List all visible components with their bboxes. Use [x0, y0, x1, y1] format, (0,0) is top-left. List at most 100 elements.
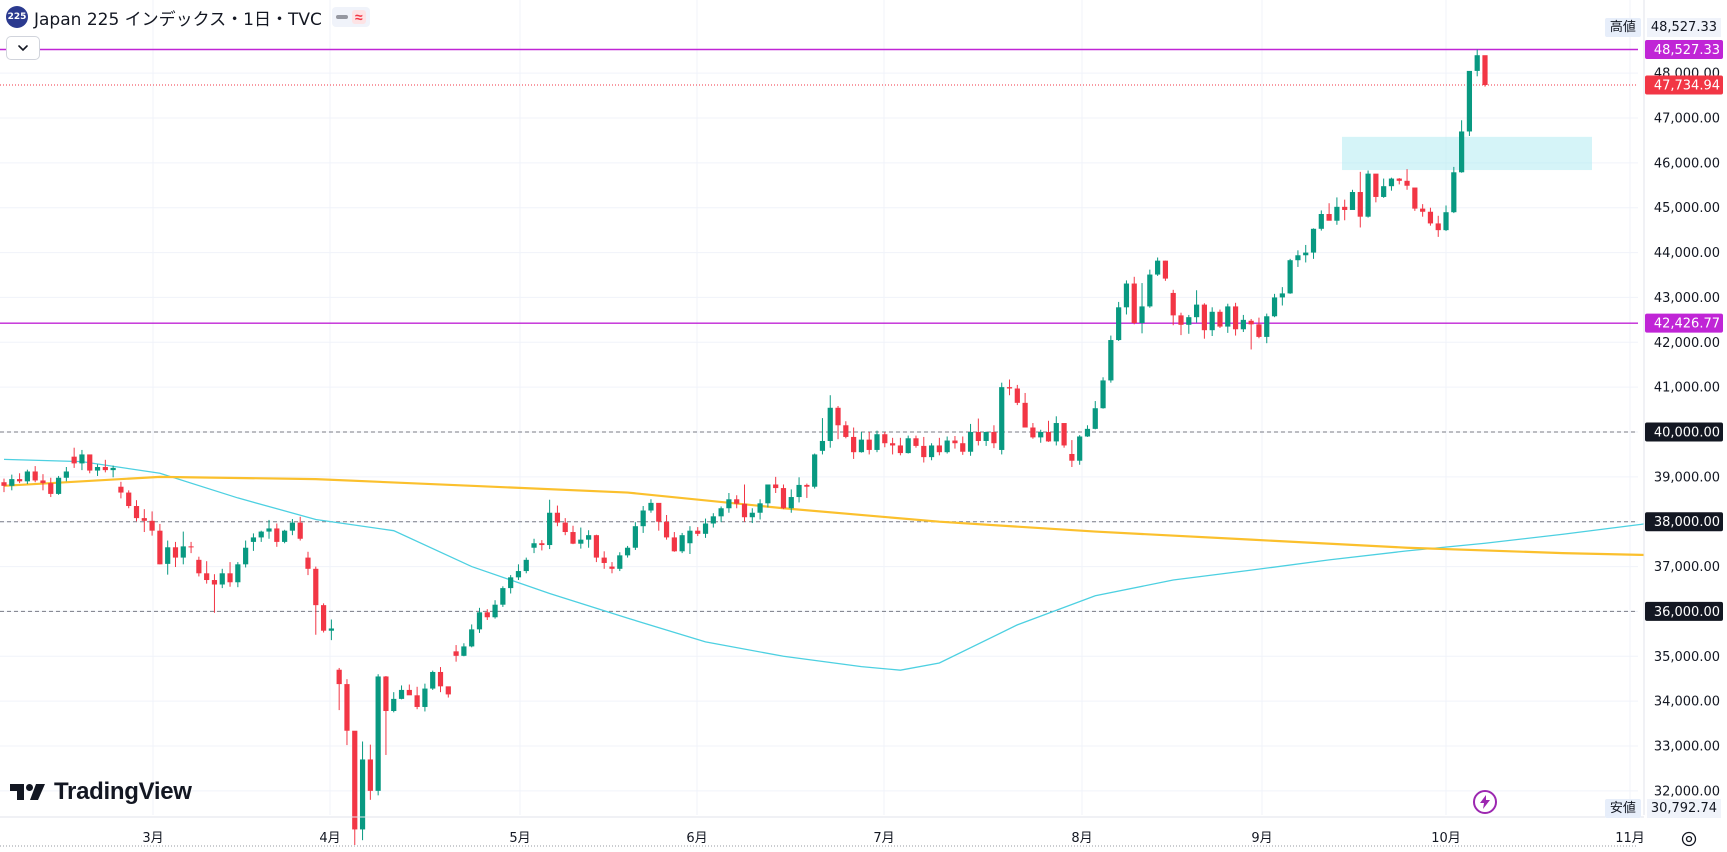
collapse-legend-button[interactable] [6, 36, 40, 60]
candle-body [196, 559, 202, 574]
price-tick-label: 39,000.00 [1654, 470, 1720, 485]
candle-body [102, 466, 108, 471]
time-axis[interactable]: 3月 4月 5月 6月 7月 8月 9月 10月 11月 [0, 816, 1645, 846]
candle-body [243, 547, 249, 565]
candle-body [313, 568, 319, 606]
chart-title[interactable]: Japan 225 インデックス・1日・TVC [34, 9, 322, 30]
candle-body [788, 497, 794, 509]
candle-body [718, 508, 724, 517]
candle-body [913, 438, 919, 446]
candle-body [1248, 320, 1254, 325]
time-tick-label: 11月 [1615, 831, 1645, 846]
tradingview-logo-icon [10, 784, 45, 800]
candle-body [352, 730, 358, 830]
candle-body [944, 440, 950, 453]
candle-body [1155, 260, 1161, 275]
highlight-zone[interactable] [1342, 136, 1592, 171]
candle-body [983, 432, 989, 441]
price-marker-text: 48,527.33 [1654, 43, 1720, 58]
candle-body [398, 689, 405, 699]
candle-body [656, 502, 662, 522]
price-marker-text: 40,000.00 [1654, 426, 1720, 441]
price-tick-label: 42,000.00 [1654, 336, 1720, 351]
low-value: 30,792.74 [1646, 799, 1721, 818]
candle-body [1342, 206, 1348, 210]
symbol-badge[interactable]: 225 [6, 6, 28, 28]
price-marker-label: 40,000.00 [1645, 422, 1723, 442]
candle-body [1147, 274, 1153, 307]
candle-body [71, 456, 77, 464]
time-tick-label: 7月 [873, 831, 894, 846]
candle-body [508, 577, 514, 589]
candle-body [500, 588, 506, 605]
candle-body [289, 522, 296, 531]
time-tick-label: 4月 [319, 831, 340, 846]
price-axis[interactable]: 48,000.0047,000.0046,000.0045,000.0044,0… [1643, 0, 1727, 852]
candle-body [819, 440, 826, 451]
candle-body [1069, 453, 1075, 461]
candle-body [430, 671, 436, 689]
price-tick-label: 45,000.00 [1654, 201, 1720, 216]
candle-body [1357, 192, 1363, 217]
chart-grid [0, 0, 1638, 815]
candle-body [1162, 260, 1169, 279]
candle-body [1256, 324, 1262, 337]
candle-body [24, 471, 30, 482]
candle-body [1, 482, 7, 486]
candle-body [539, 543, 545, 546]
candle-body [1427, 211, 1434, 224]
candle-body [375, 676, 381, 791]
candle-body [999, 387, 1005, 450]
candle-body [469, 629, 475, 647]
candle-body [1474, 55, 1480, 71]
candle-body [126, 492, 132, 507]
price-marker-bg [1645, 601, 1723, 621]
chart-settings-button[interactable] [1678, 828, 1700, 850]
candle-body [741, 503, 748, 518]
candle-body [16, 479, 23, 482]
candle-body [624, 547, 631, 556]
candle-body [63, 471, 69, 478]
candle-body [1310, 228, 1317, 253]
candle-body [1045, 432, 1052, 442]
candle-body [640, 510, 646, 527]
price-tick-label: 44,000.00 [1654, 246, 1720, 261]
price-marker-bg [1645, 75, 1723, 95]
candle-body [851, 436, 857, 453]
candle-body [172, 547, 179, 558]
price-tick-label: 32,000.00 [1654, 784, 1720, 799]
candle-body [897, 445, 903, 454]
candle-body [328, 628, 334, 631]
candle-body [211, 580, 218, 585]
candle-body [632, 526, 638, 548]
candle-body [648, 502, 654, 511]
candle-body [1381, 186, 1387, 197]
candle-body [609, 566, 615, 569]
price-marker-bg [1645, 512, 1723, 532]
candle-body [453, 651, 459, 656]
candle-body [1116, 307, 1122, 341]
candle-body [1022, 402, 1028, 428]
market-status-pill[interactable]: ≈ [331, 7, 370, 27]
candle-body [149, 520, 155, 531]
candle-body [874, 434, 880, 450]
candle-body [391, 698, 397, 712]
candle-body [367, 759, 373, 791]
bolt-icon[interactable] [1473, 790, 1497, 814]
candle-body [1443, 212, 1449, 231]
candle-body [445, 686, 451, 695]
candle-body [695, 530, 701, 534]
candle-body [1201, 304, 1207, 331]
high-value: 48,527.33 [1646, 18, 1721, 37]
candle-body [843, 425, 849, 437]
price-marker-label: 47,734.94 [1645, 75, 1723, 95]
high-caption: 高値 [1604, 18, 1641, 37]
candle-body [476, 612, 483, 630]
tradingview-logo[interactable]: TradingView [10, 778, 192, 806]
candle-body [726, 499, 732, 509]
moving-averages [3, 458, 1727, 671]
time-tick-label: 5月 [509, 831, 530, 846]
candle-body [827, 407, 833, 441]
candle-body [157, 530, 163, 565]
